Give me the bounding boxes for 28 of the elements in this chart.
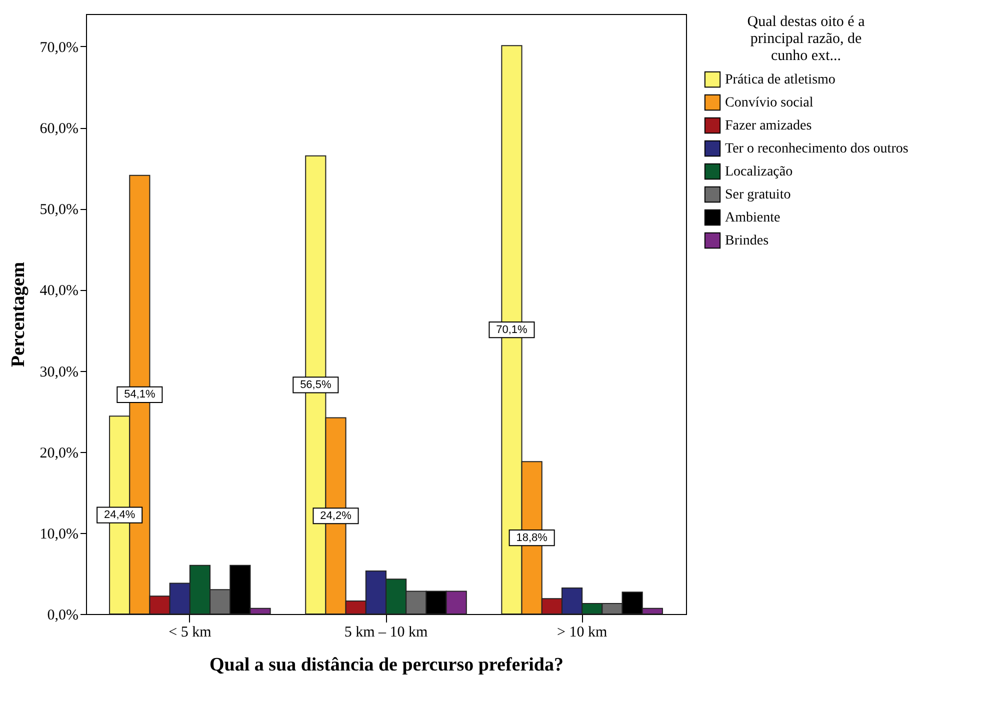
legend-label: Localização: [725, 164, 793, 180]
legend-label: Brindes: [725, 234, 769, 248]
y-tick-label: 10,0%: [40, 526, 78, 542]
legend-label: Convívio social: [725, 96, 814, 110]
y-tick-label: 40,0%: [40, 283, 78, 300]
y-tick-label: 0,0%: [47, 608, 78, 624]
y-axis-title: Percentagem: [8, 262, 29, 368]
legend-label: Ter o reconhecimento dos outros: [725, 142, 908, 156]
legend-label: Fazer amizades: [725, 118, 812, 134]
data-label: 24,4%: [104, 509, 136, 522]
data-label: 54,1%: [124, 388, 156, 401]
y-tick-label: 70,0%: [40, 40, 78, 56]
y-tick-label: 20,0%: [40, 445, 78, 462]
legend-title: Qual destas oito é a principal razão, de cunho ext...: [747, 14, 866, 64]
legend-label: Ser gratuito: [725, 188, 791, 202]
x-tick-label: > 10 km: [557, 624, 608, 640]
data-label: 18,8%: [516, 532, 548, 544]
y-tick-label: 60,0%: [40, 121, 78, 138]
data-label: 24,2%: [320, 510, 352, 522]
legend-label: Prática de atletismo: [725, 72, 836, 88]
y-tick-label: 50,0%: [40, 202, 78, 218]
y-tick-label: 30,0%: [40, 364, 78, 380]
x-tick-label: < 5 km: [168, 624, 212, 640]
legend-label: Ambiente: [725, 210, 780, 226]
x-tick-label: 5 km – 10 km: [344, 624, 428, 640]
data-label: 70,1%: [496, 324, 528, 336]
x-axis-title: Qual a sua distância de percurso preferida?: [210, 654, 564, 676]
data-label: 56,5%: [300, 378, 332, 391]
